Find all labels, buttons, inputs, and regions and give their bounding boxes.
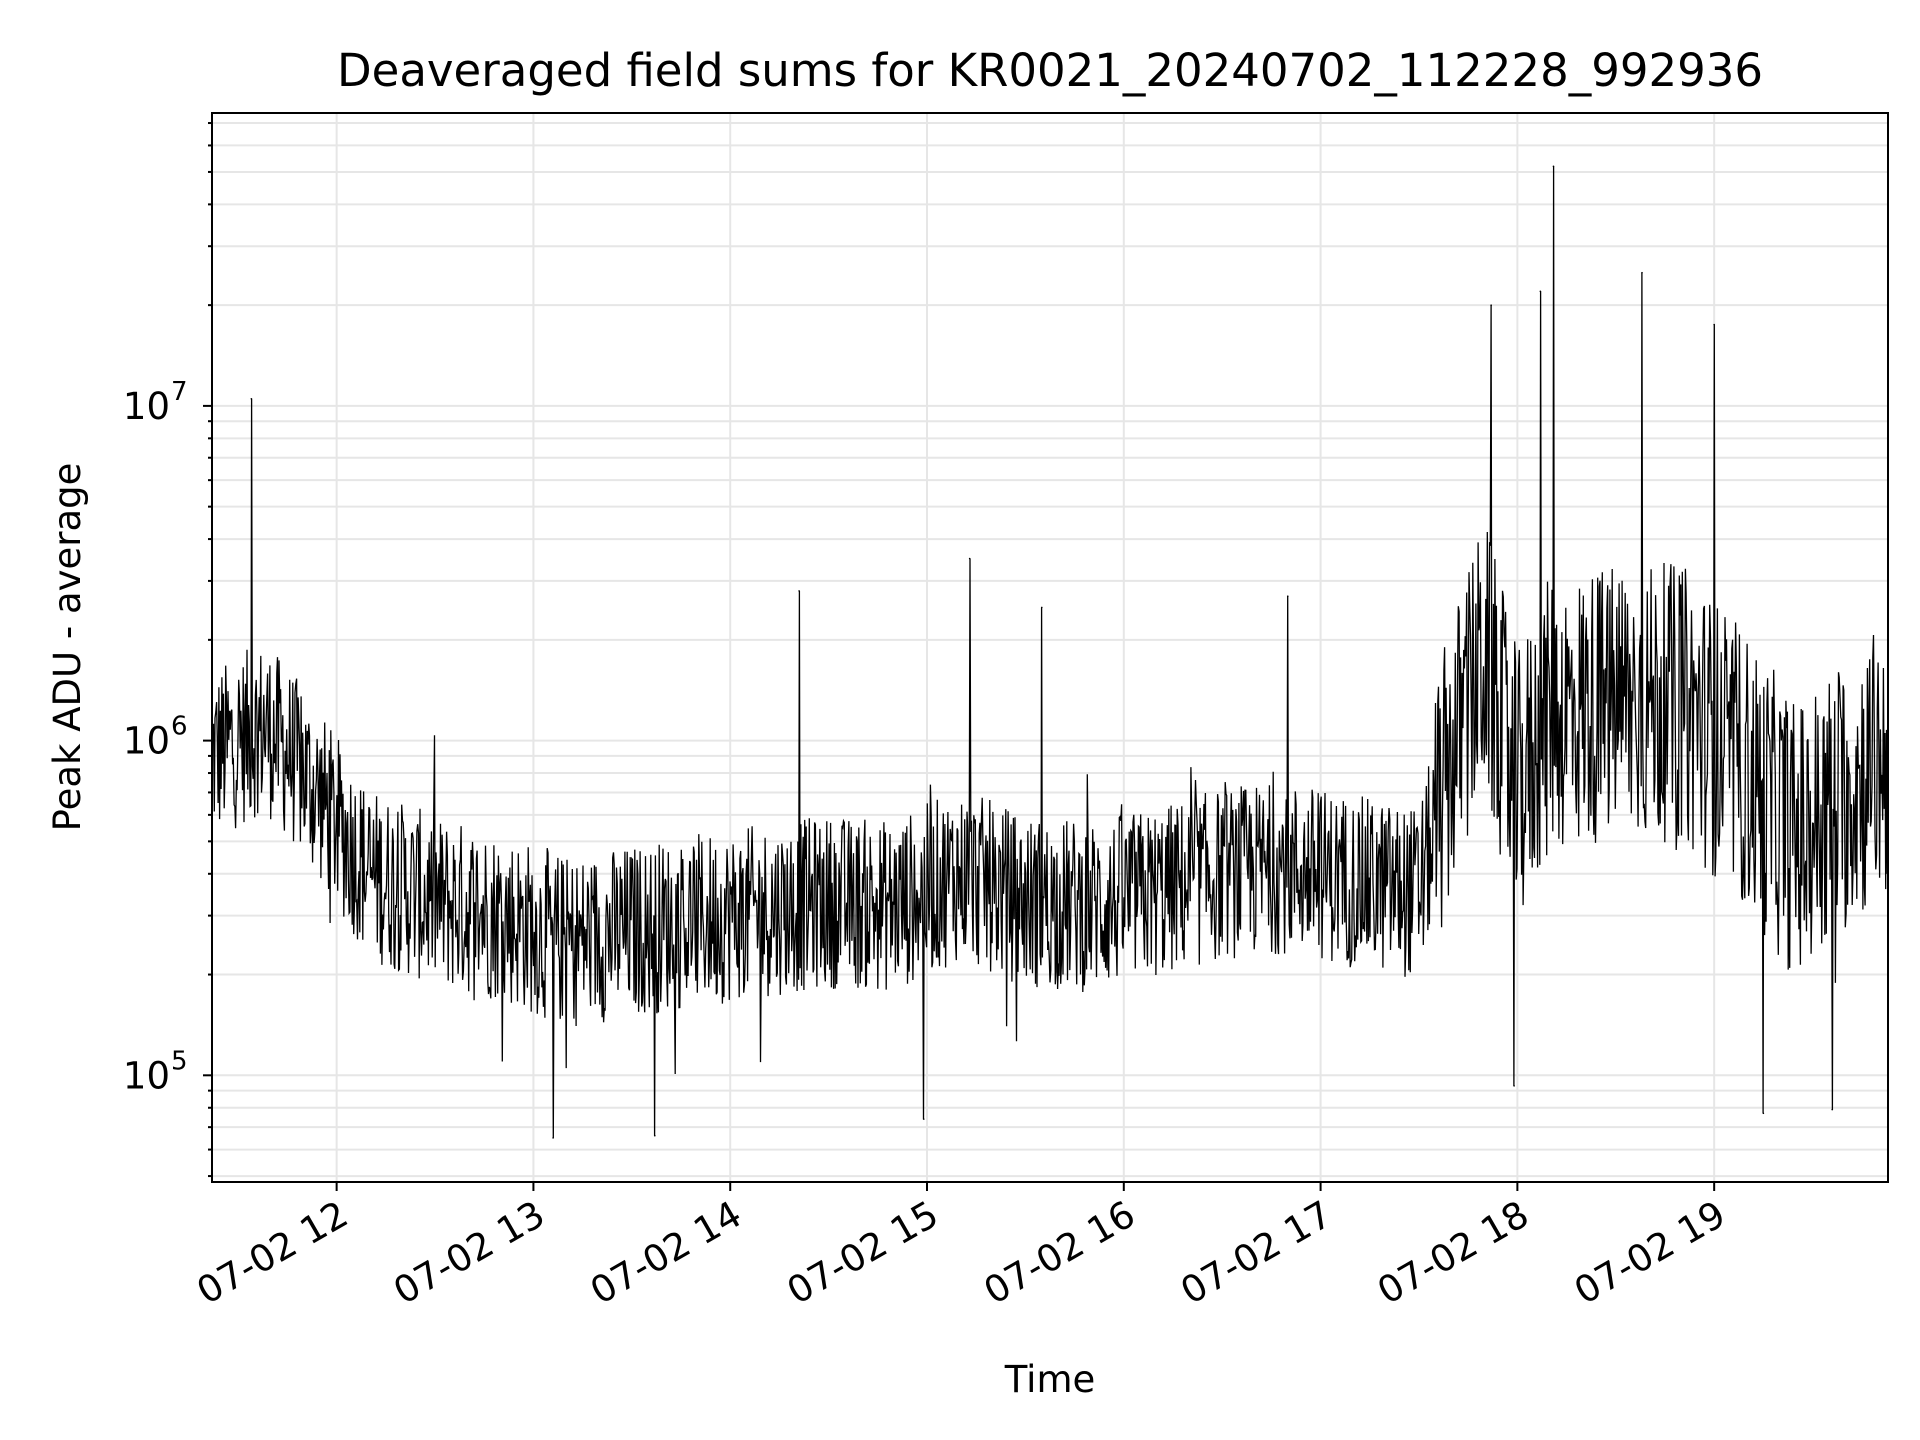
- trough-point: [552, 1137, 554, 1139]
- series-layer: [211, 165, 1889, 1139]
- trough-point: [1762, 1112, 1765, 1115]
- plot-frame: [211, 112, 1889, 1183]
- y-tick-label: 10: [123, 1054, 170, 1097]
- y-tick-label: 10: [123, 385, 170, 428]
- peak-point: [798, 590, 800, 592]
- peak-point: [1713, 323, 1715, 326]
- peak-point: [1490, 304, 1492, 306]
- y-tick-label-exponent: 5: [171, 1046, 188, 1076]
- peak-point: [968, 557, 971, 560]
- chart-title: Deaveraged field sums for KR0021_2024070…: [337, 44, 1763, 97]
- series-line: [211, 166, 1889, 1138]
- peak-point: [250, 397, 253, 400]
- trough-point: [653, 1134, 656, 1137]
- peak-point: [1552, 165, 1555, 168]
- trough-point: [1513, 1085, 1515, 1087]
- peak-point: [1539, 290, 1542, 293]
- peak-point: [1041, 606, 1043, 609]
- peak-point: [1641, 271, 1643, 274]
- trough-point: [1831, 1108, 1834, 1111]
- y-tick-label-exponent: 6: [171, 712, 188, 742]
- y-axis-label: Peak ADU - average: [46, 463, 89, 832]
- y-tick-label-exponent: 7: [171, 377, 188, 407]
- x-axis-label: Time: [1004, 1358, 1096, 1401]
- trough-point: [922, 1118, 925, 1120]
- peak-point: [1286, 595, 1289, 598]
- y-tick-label: 10: [123, 720, 170, 763]
